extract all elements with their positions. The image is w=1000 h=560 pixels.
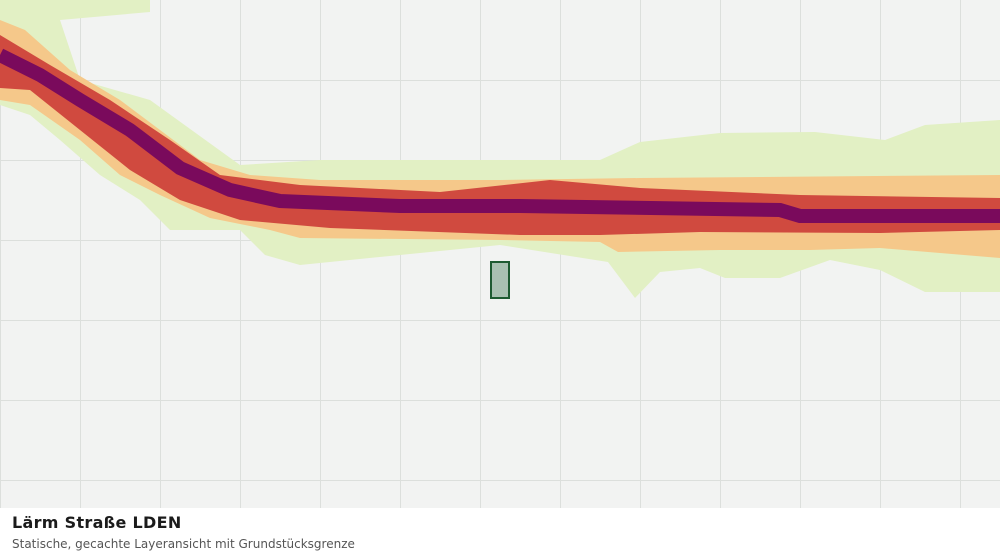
parcel-boundary[interactable] (490, 261, 510, 299)
map-title: Lärm Straße LDEN (12, 513, 182, 532)
map-subtitle: Statische, gecachte Layeransicht mit Gru… (12, 537, 355, 551)
noise-band-very-high (0, 48, 1000, 223)
noise-band-high (0, 35, 1000, 235)
map-view (0, 0, 1000, 508)
